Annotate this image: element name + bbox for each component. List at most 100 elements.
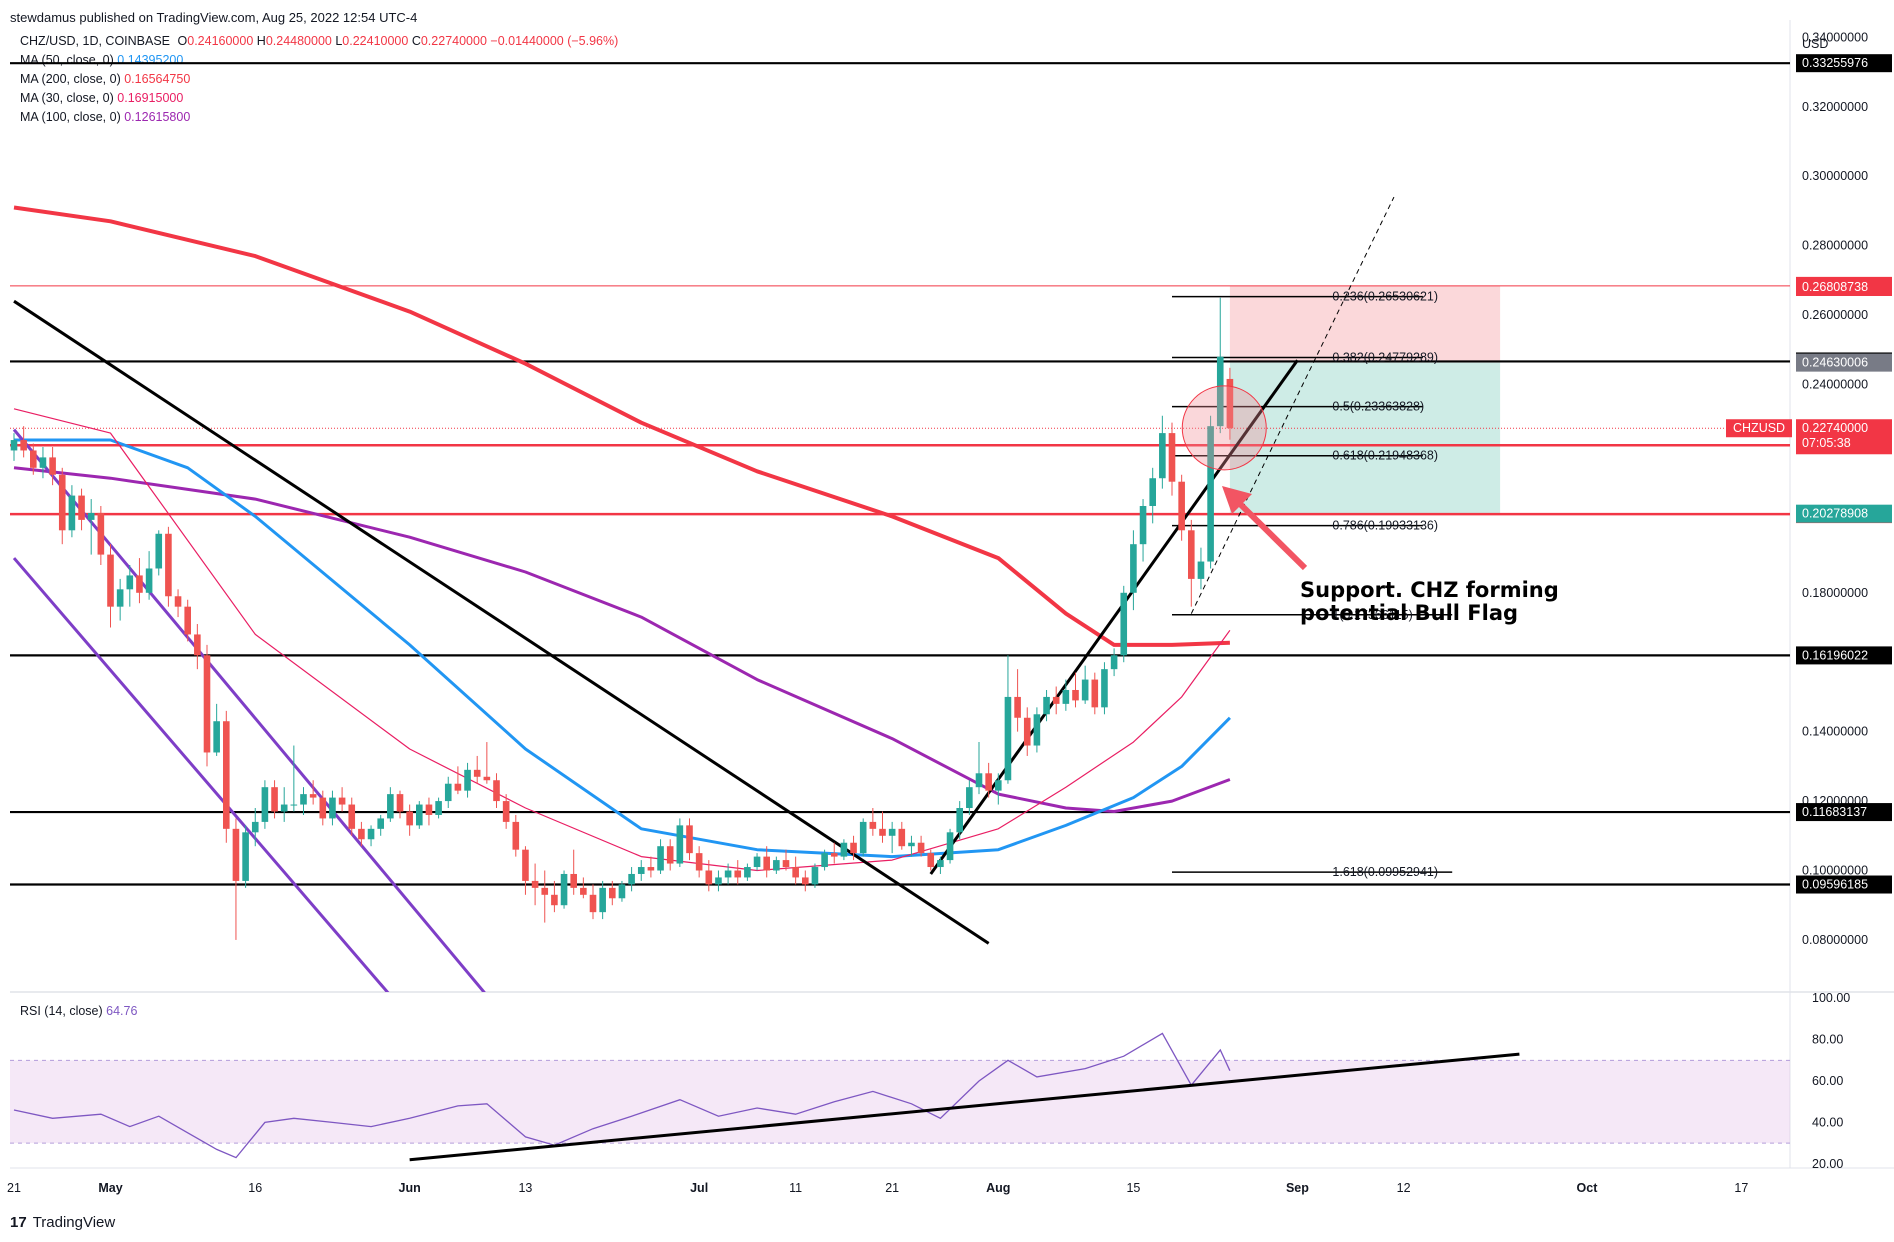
candle (1110, 648, 1118, 677)
candle-body (570, 873, 577, 888)
y-tick-label: 0.28000000 (1802, 239, 1868, 253)
ma100-legend: MA (100, close, 0) 0.12615800 (20, 110, 190, 124)
candle-body (898, 828, 906, 847)
x-tick-label: 11 (789, 1181, 802, 1195)
candle (773, 856, 780, 874)
candle-body (1168, 433, 1176, 482)
tradingview-footer: 17 TradingView (10, 1214, 115, 1231)
candle (1033, 707, 1041, 753)
fib-level-label: 0.236(0.26530621) (1332, 290, 1438, 304)
candle (927, 849, 935, 871)
candle-body (609, 887, 616, 899)
fib-level-label: 0.786(0.19933136) (1332, 519, 1438, 533)
x-tick-label: 12 (1397, 1181, 1411, 1195)
x-tick-label: Aug (986, 1181, 1010, 1195)
candle (859, 818, 867, 857)
level-price-tag-label: 0.09596185 (1802, 878, 1868, 892)
candle (811, 863, 819, 888)
candle (753, 853, 761, 871)
candle (1062, 679, 1070, 711)
candle (898, 821, 906, 850)
candle (1120, 585, 1128, 663)
candle (444, 776, 452, 809)
candle (1043, 689, 1050, 722)
candle-body (502, 801, 510, 822)
candle (1081, 665, 1089, 704)
candle (1178, 474, 1185, 541)
x-tick-label: Jul (690, 1181, 708, 1195)
candle (995, 773, 1002, 805)
tradingview-logo-icon: 17 (10, 1214, 27, 1231)
candle (589, 884, 597, 920)
ma200-label: MA (200, close, 0) (20, 72, 121, 86)
candle-body (232, 828, 240, 881)
candle (792, 856, 799, 885)
candle (309, 780, 317, 805)
candle (821, 849, 828, 871)
candle (126, 565, 134, 607)
open-letter: O (177, 34, 188, 48)
candle (493, 773, 500, 809)
candle-body (1072, 689, 1079, 701)
candle (377, 814, 384, 836)
candle-body (628, 873, 635, 885)
x-tick-label: 16 (248, 1181, 262, 1195)
candle (599, 880, 606, 920)
position-stop-zone (1229, 285, 1501, 363)
price-tag (1796, 353, 1892, 372)
candle (387, 787, 394, 822)
candle (1149, 467, 1156, 524)
candle-body (1033, 714, 1041, 746)
candle-body (888, 828, 896, 836)
candle (348, 797, 356, 836)
candle-body (454, 783, 462, 791)
candle-body (145, 568, 153, 593)
candle-body (1188, 530, 1195, 579)
x-tick-label: Jun (399, 1181, 421, 1195)
candle (39, 446, 47, 479)
candle-body (927, 853, 935, 868)
candle-body (531, 880, 539, 888)
candle (637, 860, 645, 881)
candle (78, 488, 85, 531)
candle (232, 818, 240, 940)
candle-body (1139, 506, 1147, 545)
candle (1052, 686, 1060, 715)
annotation-line-2: potential Bull Flag (1300, 601, 1518, 625)
candle-body (1081, 679, 1089, 701)
candle-body (416, 804, 423, 826)
trendline (12, 557, 390, 992)
candle-body (464, 769, 471, 791)
candle-body (618, 884, 626, 899)
candle (879, 811, 886, 843)
candle (416, 801, 423, 829)
y-tick-label: 0.14000000 (1802, 725, 1868, 739)
candle (502, 794, 510, 829)
candle (782, 849, 790, 871)
currency-label: USD (1802, 37, 1828, 51)
candle-body (830, 853, 838, 857)
candle-body (387, 794, 394, 819)
candle-body (377, 818, 384, 829)
ma200-legend: MA (200, close, 0) 0.16564750 (20, 72, 190, 86)
candle (512, 814, 520, 857)
candle (396, 790, 404, 819)
candle-body (155, 533, 163, 569)
rsi-y-tick-label: 60.00 (1812, 1074, 1843, 1088)
rsi-value: 64.76 (106, 1004, 138, 1018)
candle-body (966, 787, 973, 809)
x-tick-label: Oct (1577, 1181, 1599, 1195)
candle-body (483, 776, 491, 781)
candle-body (1062, 689, 1070, 704)
candle-body (1130, 544, 1137, 593)
candle (840, 839, 848, 861)
candle-body (1014, 696, 1021, 718)
candle-body (58, 474, 66, 531)
candle-body (1052, 696, 1060, 704)
candle (30, 443, 37, 475)
candle (937, 856, 944, 874)
candle (734, 860, 742, 885)
candle-body (869, 821, 877, 829)
candle (1004, 655, 1012, 784)
